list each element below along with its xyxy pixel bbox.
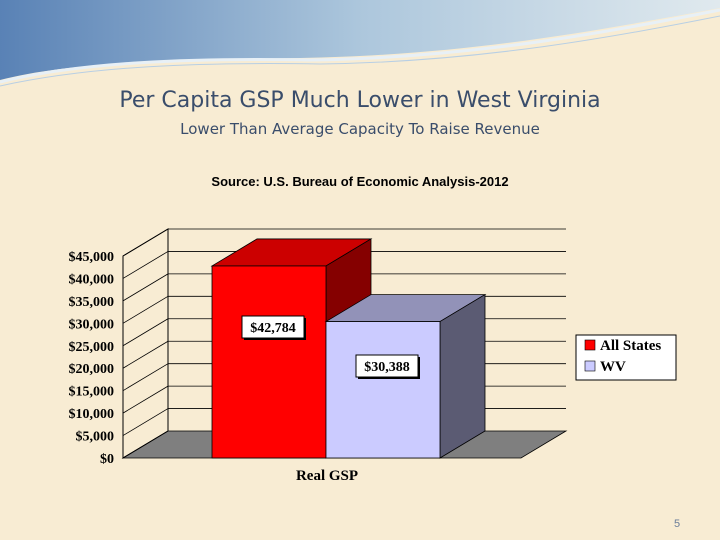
grid-diagonal <box>122 251 169 279</box>
y-tick-label: $45,000 <box>69 250 115 265</box>
y-tick-label: $40,000 <box>69 272 115 287</box>
grid-diagonal <box>122 340 169 369</box>
x-category-label: Real GSP <box>296 468 358 484</box>
legend-swatch <box>584 339 596 351</box>
chart-source-note: Source: U.S. Bureau of Economic Analysis… <box>211 174 508 189</box>
bar-side-2 <box>439 293 486 459</box>
grid-diagonal <box>122 363 169 392</box>
header-swoosh-line-2 <box>0 15 720 87</box>
bar-wv <box>325 321 441 459</box>
y-tick-label: $15,000 <box>69 385 115 400</box>
y-tick-label: $25,000 <box>69 340 115 355</box>
slide-title: Per Capita GSP Much Lower in West Virgin… <box>119 88 601 113</box>
y-tick-label: $0 <box>100 452 114 467</box>
slide-subtitle: Lower Than Average Capacity To Raise Rev… <box>180 120 540 138</box>
grid-diagonal <box>122 385 169 414</box>
grid-diagonal <box>122 295 169 324</box>
y-tick-label: $30,000 <box>69 317 115 332</box>
data-label-box <box>355 354 419 378</box>
grid-diagonal <box>122 273 169 302</box>
grid-diagonal <box>122 228 169 257</box>
legend-label: All States <box>600 338 661 354</box>
header-swoosh-line <box>0 8 720 84</box>
legend-swatch <box>584 360 596 372</box>
y-tick-label: $10,000 <box>69 407 115 422</box>
y-tick-label: $20,000 <box>69 362 115 377</box>
grid-diagonal <box>122 430 169 459</box>
chart-side-wall <box>122 228 169 459</box>
legend-label: WV <box>600 359 626 375</box>
data-label: $30,388 <box>364 360 410 375</box>
bar-all-states <box>211 265 327 459</box>
grid-diagonal <box>122 408 169 436</box>
y-tick-label: $35,000 <box>69 295 115 310</box>
data-label-box <box>241 315 305 339</box>
data-label: $42,784 <box>250 321 296 336</box>
grid-diagonal <box>122 318 169 347</box>
page-number: 5 <box>674 518 681 530</box>
y-tick-label: $5,000 <box>76 430 115 445</box>
